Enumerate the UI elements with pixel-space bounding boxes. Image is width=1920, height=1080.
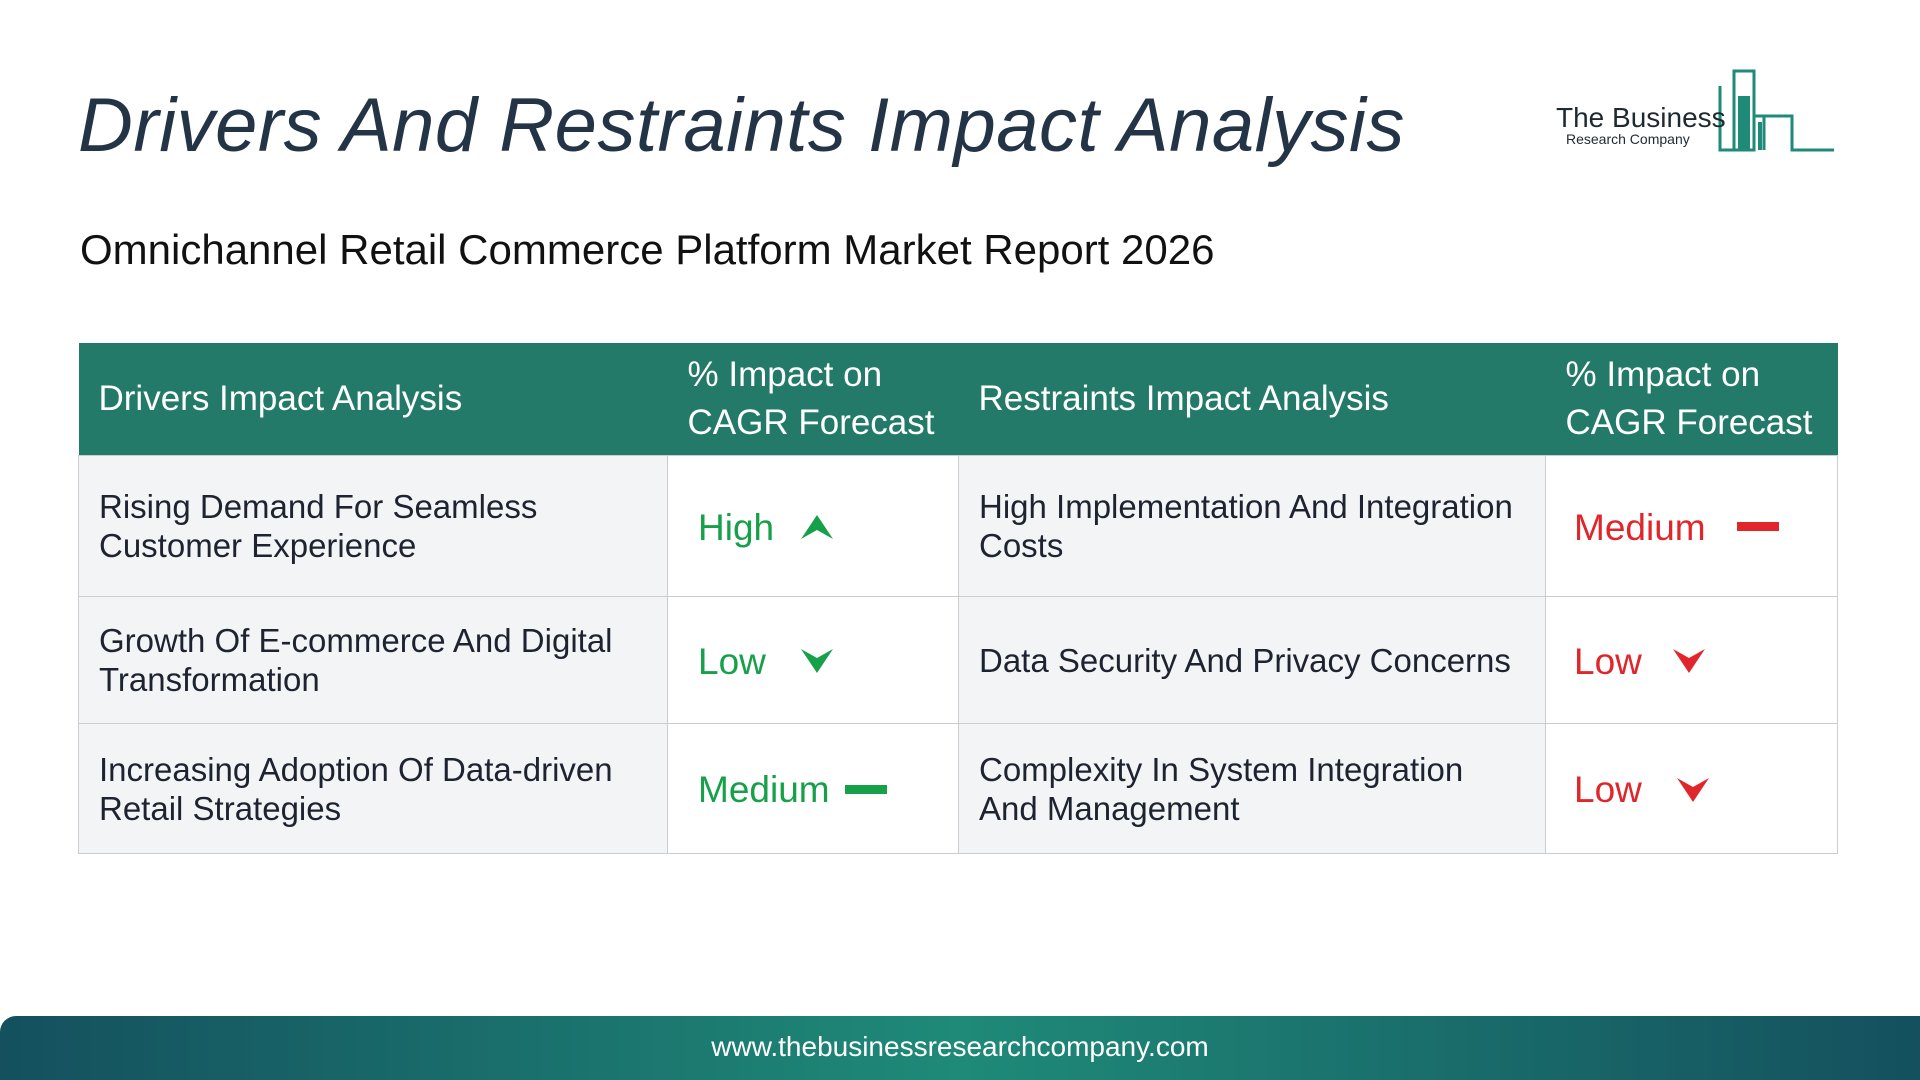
restraint-impact-value: Medium <box>1574 506 1706 548</box>
driver-impact-cell: High <box>667 455 959 597</box>
restraint-impact-value: Low <box>1574 640 1642 682</box>
restraint-impact-value: Low <box>1574 769 1642 811</box>
bar-chart-building-icon <box>1718 69 1834 152</box>
impact-table: Drivers Impact Analysis % Impact on CAGR… <box>78 343 1838 854</box>
restraint-cell: Complexity In System Integration And Man… <box>958 723 1546 854</box>
driver-impact-value: High <box>698 506 775 548</box>
restraint-impact-cell: Low <box>1545 723 1838 854</box>
driver-impact-cell: Low <box>667 596 959 724</box>
restraint-label: Complexity In System Integration And Man… <box>979 750 1464 827</box>
table-row: Growth Of E-commerce And Digital Transfo… <box>78 596 1838 724</box>
driver-label: Rising Demand For Seamless Customer Expe… <box>99 488 538 564</box>
header-restraints: Restraints Impact Analysis <box>958 343 1546 456</box>
restraint-label: High Implementation And Integration Cost… <box>979 488 1513 564</box>
arrow-down-icon <box>1675 776 1711 804</box>
arrow-up-icon <box>799 513 835 541</box>
restraint-label: Data Security And Privacy Concerns <box>979 641 1511 679</box>
arrow-down-icon <box>799 647 835 675</box>
page-title: Drivers And Restraints Impact Analysis <box>78 83 1405 168</box>
driver-impact-value: Low <box>698 640 766 682</box>
header-restraints-impact: % Impact on CAGR Forecast <box>1545 343 1838 456</box>
logo-tagline: Research Company <box>1566 131 1690 147</box>
driver-impact-value: Medium <box>698 769 830 811</box>
logo-name: The Business <box>1556 102 1726 133</box>
table-row: Rising Demand For Seamless Customer Expe… <box>78 455 1838 597</box>
header-drivers: Drivers Impact Analysis <box>78 343 668 456</box>
company-logo: The Business Research Company <box>1552 66 1834 156</box>
restraint-cell: Data Security And Privacy Concerns <box>958 596 1546 724</box>
restraint-impact-cell: Medium <box>1545 455 1838 597</box>
dash-icon <box>844 784 887 795</box>
table-header-row: Drivers Impact Analysis % Impact on CAGR… <box>78 343 1838 456</box>
driver-cell: Increasing Adoption Of Data-driven Retai… <box>78 723 668 854</box>
driver-label: Growth Of E-commerce And Digital Transfo… <box>99 622 613 698</box>
dash-icon <box>1736 522 1779 532</box>
footer-bar: www.thebusinessresearchcompany.com <box>0 1016 1920 1080</box>
restraint-cell: High Implementation And Integration Cost… <box>958 455 1546 597</box>
driver-label: Increasing Adoption Of Data-driven Retai… <box>99 750 613 827</box>
footer-url[interactable]: www.thebusinessresearchcompany.com <box>711 1031 1209 1062</box>
driver-impact-cell: Medium <box>667 723 959 854</box>
restraint-impact-cell: Low <box>1545 596 1838 724</box>
driver-cell: Growth Of E-commerce And Digital Transfo… <box>78 596 668 724</box>
table-row: Increasing Adoption Of Data-driven Retai… <box>78 723 1838 854</box>
report-subtitle: Omnichannel Retail Commerce Platform Mar… <box>80 226 1215 273</box>
header-drivers-impact: % Impact on CAGR Forecast <box>667 343 959 456</box>
driver-cell: Rising Demand For Seamless Customer Expe… <box>78 455 668 597</box>
arrow-down-icon <box>1671 647 1707 675</box>
